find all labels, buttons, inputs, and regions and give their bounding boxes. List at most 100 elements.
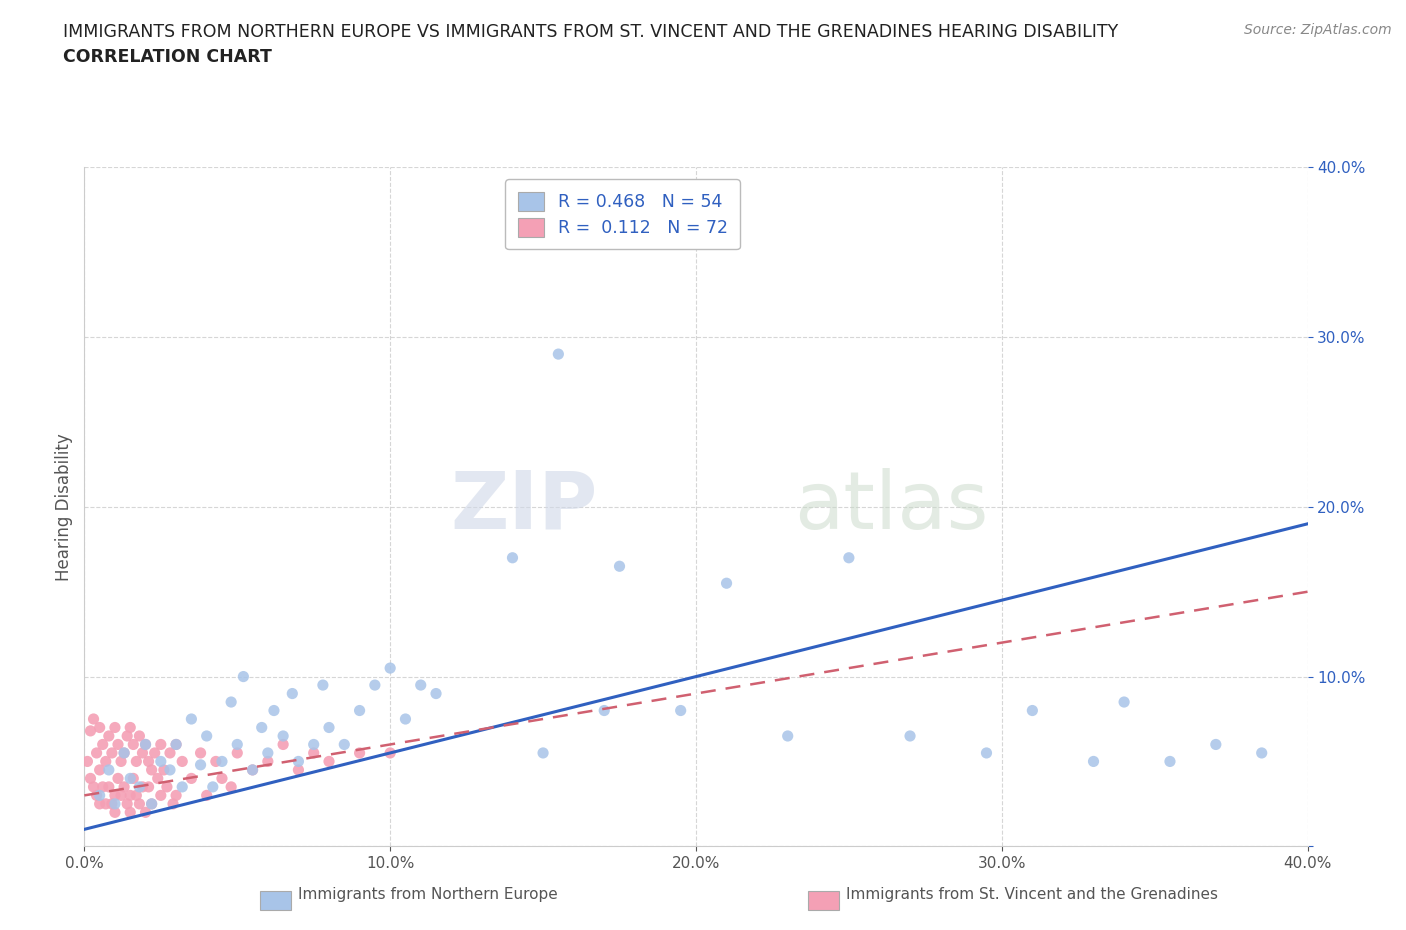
- Point: [135, 737, 157, 751]
- Point: [115, 728, 138, 743]
- Point: [89, 720, 111, 735]
- Point: [94, 796, 117, 811]
- Text: Source: ZipAtlas.com: Source: ZipAtlas.com: [1244, 23, 1392, 37]
- Point: [128, 796, 150, 811]
- Point: [190, 757, 212, 772]
- Text: atlas: atlas: [794, 468, 988, 546]
- Point: [190, 746, 212, 761]
- Point: [115, 796, 138, 811]
- Point: [138, 754, 160, 769]
- Point: [242, 763, 264, 777]
- Point: [153, 763, 176, 777]
- Point: [531, 746, 554, 761]
- Point: [226, 737, 249, 751]
- Point: [1083, 754, 1105, 769]
- Point: [257, 754, 280, 769]
- Point: [141, 763, 163, 777]
- Point: [716, 576, 738, 591]
- Point: [112, 779, 135, 794]
- Point: [120, 720, 142, 735]
- Text: Immigrants from Northern Europe: Immigrants from Northern Europe: [298, 887, 558, 902]
- Point: [135, 737, 157, 751]
- Point: [94, 754, 117, 769]
- Point: [128, 728, 150, 743]
- Point: [104, 788, 127, 803]
- Point: [380, 746, 402, 761]
- Point: [242, 763, 264, 777]
- Point: [232, 670, 254, 684]
- Point: [76, 754, 98, 769]
- Point: [149, 788, 172, 803]
- Y-axis label: Hearing Disability: Hearing Disability: [55, 433, 73, 580]
- Point: [86, 788, 108, 803]
- Point: [156, 779, 179, 794]
- Point: [226, 746, 249, 761]
- Point: [149, 737, 172, 751]
- Point: [349, 746, 371, 761]
- Point: [112, 746, 135, 761]
- Point: [89, 763, 111, 777]
- Point: [83, 779, 105, 794]
- Point: [271, 737, 294, 751]
- Point: [128, 779, 150, 794]
- Point: [250, 720, 273, 735]
- Point: [172, 779, 194, 794]
- Text: ZIP: ZIP: [451, 468, 598, 546]
- Point: [149, 754, 172, 769]
- Point: [380, 660, 402, 675]
- Text: Immigrants from St. Vincent and the Grenadines: Immigrants from St. Vincent and the Gren…: [846, 887, 1219, 902]
- Point: [91, 737, 114, 751]
- Point: [146, 771, 169, 786]
- Point: [125, 754, 148, 769]
- Point: [107, 771, 129, 786]
- Point: [364, 678, 387, 693]
- Point: [89, 788, 111, 803]
- Point: [122, 771, 145, 786]
- Point: [120, 805, 142, 820]
- Point: [138, 779, 160, 794]
- Point: [104, 720, 127, 735]
- Point: [409, 678, 432, 693]
- Point: [159, 763, 181, 777]
- Point: [159, 746, 181, 761]
- Point: [219, 695, 242, 710]
- Point: [165, 737, 187, 751]
- Point: [302, 737, 325, 751]
- Point: [89, 796, 111, 811]
- Point: [271, 728, 294, 743]
- Point: [110, 788, 132, 803]
- Point: [425, 686, 447, 701]
- Text: IMMIGRANTS FROM NORTHERN EUROPE VS IMMIGRANTS FROM ST. VINCENT AND THE GRENADINE: IMMIGRANTS FROM NORTHERN EUROPE VS IMMIG…: [63, 23, 1119, 41]
- Point: [83, 711, 105, 726]
- Point: [79, 724, 101, 738]
- Point: [86, 746, 108, 761]
- Point: [101, 746, 124, 761]
- Point: [257, 746, 280, 761]
- Point: [120, 771, 142, 786]
- Point: [281, 686, 304, 701]
- Point: [97, 763, 120, 777]
- Point: [79, 771, 101, 786]
- Point: [333, 737, 356, 751]
- Point: [180, 711, 202, 726]
- Point: [312, 678, 335, 693]
- Point: [1250, 746, 1272, 761]
- Point: [302, 746, 325, 761]
- Point: [609, 559, 631, 574]
- Point: [976, 746, 998, 761]
- Point: [195, 788, 218, 803]
- Point: [180, 771, 202, 786]
- Point: [1159, 754, 1181, 769]
- Point: [502, 551, 524, 565]
- Point: [141, 796, 163, 811]
- Point: [165, 737, 187, 751]
- Point: [219, 779, 242, 794]
- Point: [394, 711, 416, 726]
- Point: [120, 788, 142, 803]
- Point: [97, 779, 120, 794]
- Point: [201, 779, 224, 794]
- Legend: R = 0.468   N = 54, R =  0.112   N = 72: R = 0.468 N = 54, R = 0.112 N = 72: [506, 179, 740, 249]
- Point: [101, 796, 124, 811]
- Point: [287, 754, 309, 769]
- Point: [669, 703, 692, 718]
